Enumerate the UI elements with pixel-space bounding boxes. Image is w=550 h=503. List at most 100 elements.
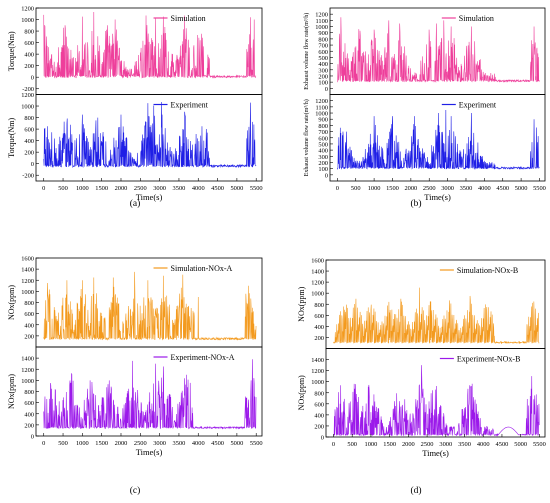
y-tick-label: 400: [314, 412, 324, 419]
y-tick-label: 700: [318, 129, 328, 136]
y-tick-label: 200: [318, 160, 328, 167]
x-tick-label: 1500: [95, 185, 108, 192]
y-tick-label: 1200: [21, 92, 34, 99]
y-tick-label: 400: [24, 322, 34, 329]
y-tick-label: 600: [24, 40, 34, 47]
y-axis-label: Torque(Nm): [7, 31, 16, 71]
y-tick-label: 800: [24, 115, 34, 122]
y-tick-label: 400: [24, 138, 34, 145]
x-tick-label: 5000: [230, 440, 243, 447]
y-tick-label: 700: [318, 43, 328, 50]
y-tick-label: 200: [314, 423, 324, 430]
y-tick-label: 300: [318, 154, 328, 161]
x-tick-label: 0: [42, 440, 45, 447]
y-tick-label: 800: [314, 302, 324, 309]
series-line-experiment: [43, 101, 257, 169]
x-tick-label: 4500: [211, 185, 224, 192]
y-tick-label: 400: [314, 324, 324, 331]
y-tick-label: 900: [318, 30, 328, 37]
legend-label: Simulation: [171, 14, 206, 23]
y-tick-label: 600: [24, 311, 34, 318]
series-line-experiment-nox-b: [333, 365, 540, 437]
x-tick-label: 500: [58, 440, 68, 447]
y-tick-label: 1000: [311, 291, 324, 298]
y-axis-label: Torque(Nm): [7, 117, 16, 157]
y-tick-label: 1200: [315, 12, 328, 19]
x-tick-label: 5000: [514, 441, 527, 448]
y-tick-label: 800: [314, 390, 324, 397]
x-tick-label: 1500: [383, 441, 396, 448]
y-tick-label: 1600: [311, 258, 324, 265]
y-tick-label: 800: [24, 300, 34, 307]
y-tick-label: 1000: [315, 111, 328, 118]
y-tick-label: 1000: [21, 104, 34, 111]
x-tick-label: 1000: [76, 185, 89, 192]
y-tick-label: 0: [325, 86, 328, 93]
legend-label: Experiment-NOx-A: [171, 353, 235, 362]
y-tick-label: 1600: [21, 256, 34, 263]
x-tick-label: 2500: [421, 441, 434, 448]
y-tick-label: 1000: [311, 379, 324, 386]
x-tick-label: 3000: [441, 185, 454, 192]
x-tick-label: 3000: [439, 441, 452, 448]
y-tick-label: 200: [24, 150, 34, 157]
series-line-experiment: [337, 109, 540, 170]
x-axis-label: Time(s): [422, 448, 449, 458]
x-tick-label: 5500: [250, 185, 263, 192]
x-tick-label: 3500: [458, 441, 471, 448]
x-tick-label: 0: [332, 441, 335, 448]
x-tick-label: 5500: [533, 441, 546, 448]
y-tick-label: 600: [314, 313, 324, 320]
x-tick-label: 4500: [496, 185, 509, 192]
y-tick-label: 100: [318, 80, 328, 87]
x-tick-label: 2000: [115, 185, 128, 192]
y-tick-label: 300: [318, 67, 328, 74]
chart-c: 200 400 600 800 1000 1200 1400 1600 NOx(ppm) Simu…: [7, 256, 263, 497]
legend-label: Simulation-NOx-A: [171, 264, 233, 273]
x-tick-label: 1500: [386, 185, 399, 192]
y-tick-label: 0: [321, 435, 324, 442]
y-tick-label: -200: [22, 173, 34, 180]
x-tick-label: 3500: [460, 185, 473, 192]
y-axis-label: Exhaust volume flow rate(m³/h): [303, 99, 310, 176]
y-tick-label: 1200: [315, 98, 328, 105]
x-tick-label: 500: [351, 185, 361, 192]
y-tick-label: 1200: [21, 278, 34, 285]
x-tick-label: 3500: [173, 185, 186, 192]
y-tick-label: 1400: [311, 269, 324, 276]
y-tick-label: 1000: [315, 24, 328, 31]
x-tick-label: 5500: [250, 440, 263, 447]
x-tick-label: 0: [336, 185, 339, 192]
x-tick-label: 4000: [192, 185, 205, 192]
y-tick-label: 800: [318, 123, 328, 130]
y-tick-label: 1200: [21, 367, 34, 374]
x-tick-label: 2000: [402, 441, 415, 448]
x-tick-label: 0: [42, 185, 45, 192]
panel-label-b: (b): [410, 198, 421, 209]
chart-d: 200 400 600 800 1000 1200 1400 1600 NOx(ppm) Simu…: [297, 258, 546, 497]
x-tick-label: 1500: [95, 440, 108, 447]
plot-frame-a-1: [35, 94, 263, 182]
y-tick-label: 600: [318, 135, 328, 142]
y-tick-label: 200: [24, 63, 34, 70]
y-tick-label: 1400: [21, 267, 34, 274]
y-tick-label: 0: [31, 75, 34, 82]
y-axis-label: NOx(ppm): [297, 375, 306, 410]
x-tick-label: 4500: [211, 440, 224, 447]
y-tick-label: 200: [314, 335, 324, 342]
y-axis-label: NOx(ppm): [7, 374, 16, 409]
series-line-simulation-nox-b: [333, 287, 540, 345]
x-tick-label: 500: [347, 441, 357, 448]
legend-label: Experiment: [171, 101, 209, 110]
x-tick-label: 4000: [477, 441, 490, 448]
y-tick-label: 600: [24, 400, 34, 407]
x-tick-label: 3000: [153, 185, 166, 192]
x-tick-label: 2500: [134, 440, 147, 447]
x-tick-label: 3000: [153, 440, 166, 447]
x-tick-label: 4500: [496, 441, 509, 448]
chart-b: 0100200300400500600700800900100011001200…: [303, 7, 546, 209]
y-tick-label: 0: [31, 434, 34, 441]
y-axis-label: NOx(ppm): [297, 286, 306, 321]
y-tick-label: 800: [318, 36, 328, 43]
x-tick-label: 2500: [134, 185, 147, 192]
